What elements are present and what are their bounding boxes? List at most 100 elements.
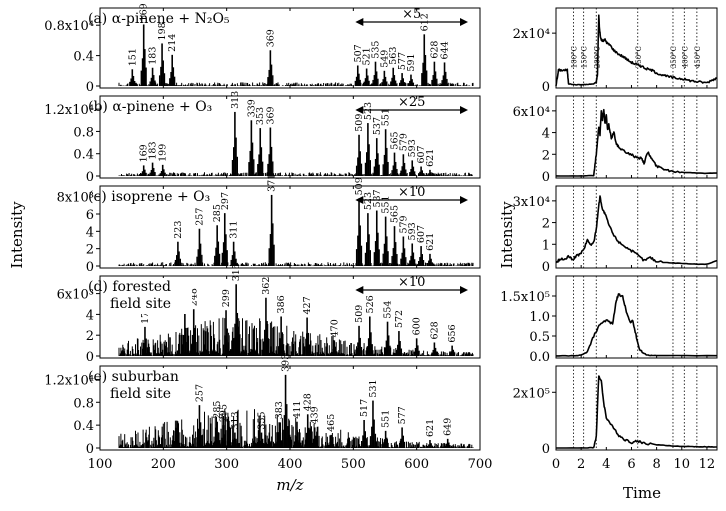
peak-label: 171 — [140, 306, 151, 324]
temperature-marker-label: 250°C — [635, 46, 643, 68]
peak-label: 470 — [329, 319, 340, 337]
peak-565: 565 — [390, 205, 401, 266]
peak-label: 537 — [372, 189, 383, 207]
peak-577: 577 — [397, 406, 408, 448]
peak-label: 593 — [407, 222, 418, 240]
peak-label: 521 — [362, 47, 373, 65]
peak-label: 369 — [265, 106, 276, 124]
peak-label: 577 — [397, 52, 408, 70]
thermogram-panel-c: 1 2 3x10⁴ 0 — [513, 185, 718, 275]
peak-183: 183 — [148, 47, 159, 86]
x-tick-label: 8 — [652, 457, 660, 472]
peak-label: 600 — [412, 317, 423, 335]
peak-label: 563 — [388, 47, 399, 65]
peak-label: 644 — [440, 41, 451, 59]
peak-label: 621 — [425, 419, 436, 437]
arrow-head-left — [355, 286, 364, 294]
thermogram-frame — [555, 275, 718, 359]
scale-factor-label: ×25 — [398, 95, 425, 110]
peak-label: 554 — [383, 301, 394, 319]
peak-593: 593 — [407, 222, 418, 266]
peak-label: 383 — [274, 401, 285, 419]
peak-600: 600 — [412, 317, 423, 356]
y-tick-label: 2 — [86, 329, 94, 344]
peak-355: 355 — [257, 411, 268, 448]
peak-285: 285 — [212, 204, 223, 266]
peak-label: 199 — [158, 144, 169, 162]
y-tick-label: 1.5x10⁵ — [500, 290, 550, 305]
peak-551: 551 — [381, 195, 392, 266]
temperature-marker-label: 400°C — [681, 46, 689, 68]
panel-title-line2: field site — [110, 386, 171, 402]
peak-label: 509 — [354, 114, 365, 132]
peak-439: 439 — [310, 406, 321, 448]
y-tick-label: 0.8 — [73, 396, 94, 411]
x-tick-label: 500 — [341, 457, 366, 472]
panel-title-line2: field site — [110, 296, 171, 312]
spectrum-panel-d: 0246x10³17123424829931536238642747050952… — [57, 263, 481, 365]
x-tick-label: 10 — [674, 457, 691, 472]
peak-label: 183 — [148, 141, 159, 159]
peak-label: 607 — [416, 225, 427, 243]
x-tick-label: 600 — [404, 457, 429, 472]
peak-523: 523 — [363, 192, 374, 266]
x-tick-label: 12 — [699, 457, 716, 472]
thermogram-frame — [555, 365, 718, 451]
x-tick-label: 0 — [552, 457, 560, 472]
x-tick-label: 400 — [278, 457, 303, 472]
peak-label: 297 — [220, 192, 231, 210]
peak-label: 509 — [354, 305, 365, 323]
temperature-marker-label: 100°C — [571, 46, 579, 68]
peak-507: 507 — [353, 44, 364, 86]
peak-label: 248 — [189, 288, 200, 306]
peak-label: 551 — [381, 410, 392, 428]
peak-label: 183 — [148, 47, 159, 65]
arrow-head-right — [460, 18, 468, 26]
x-tick-label: 6 — [627, 457, 635, 472]
peak-607: 607 — [416, 225, 427, 266]
y-tick-label: 0.4 — [73, 419, 94, 434]
peak-label: 362 — [261, 277, 272, 295]
peak-label: 572 — [394, 310, 405, 328]
peak-644: 644 — [440, 41, 451, 86]
peak-465: 465 — [326, 414, 337, 448]
peak-509: 509 — [354, 114, 365, 176]
peak-427: 427 — [302, 296, 313, 356]
ms-x-axis-label: m/z — [276, 476, 303, 494]
y-tick-label: 0 — [542, 260, 550, 275]
y-tick-label: 0 — [542, 442, 550, 457]
peak-label: 628 — [429, 41, 440, 59]
arrow-head-right — [460, 106, 468, 114]
peak-label: 621 — [425, 149, 436, 167]
thermogram-series-line — [555, 14, 718, 87]
panel-label: (a) α-pinene + N₂O₅ — [88, 11, 230, 27]
panel-label-background — [102, 278, 192, 314]
peak-label: 656 — [447, 324, 458, 342]
peak-214: 214 — [167, 34, 178, 86]
peak-label: 169 — [139, 144, 150, 162]
x-tick-label: 100 — [88, 457, 113, 472]
peak-393: 393 — [281, 354, 292, 448]
peak-607: 607 — [416, 145, 427, 176]
peak-label: 257 — [194, 208, 205, 226]
peak-label: 393 — [281, 354, 292, 372]
peak-label: 509 — [354, 177, 365, 195]
peak-label: 551 — [381, 195, 392, 213]
y-tick-label: 3x10⁴ — [513, 195, 550, 210]
y-tick-label: 1 — [542, 238, 550, 253]
scale-factor-arrow: ×10 — [355, 275, 468, 294]
y-tick-label: 6x10⁴ — [513, 105, 550, 120]
x-tick-label: 4 — [602, 457, 610, 472]
panel-label: (b) α-pinene + O₃ — [88, 99, 212, 115]
peak-label: 355 — [257, 411, 268, 429]
scale-factor-arrow: ×5 — [355, 7, 468, 26]
peak-label: 198 — [157, 22, 168, 40]
peak-537: 537 — [372, 117, 383, 176]
panel-letter: (e) — [88, 369, 112, 385]
y-tick-label: 0.4 — [73, 50, 94, 65]
y-tick-label: 1.2x10⁴ — [44, 103, 94, 118]
panel-letter: (a) — [88, 11, 112, 27]
